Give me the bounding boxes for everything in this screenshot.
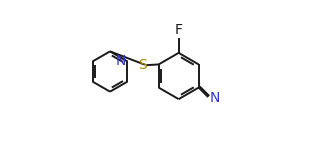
Text: F: F bbox=[175, 23, 183, 37]
Text: S: S bbox=[138, 58, 147, 72]
Text: N: N bbox=[116, 54, 126, 68]
Text: N: N bbox=[209, 91, 220, 105]
